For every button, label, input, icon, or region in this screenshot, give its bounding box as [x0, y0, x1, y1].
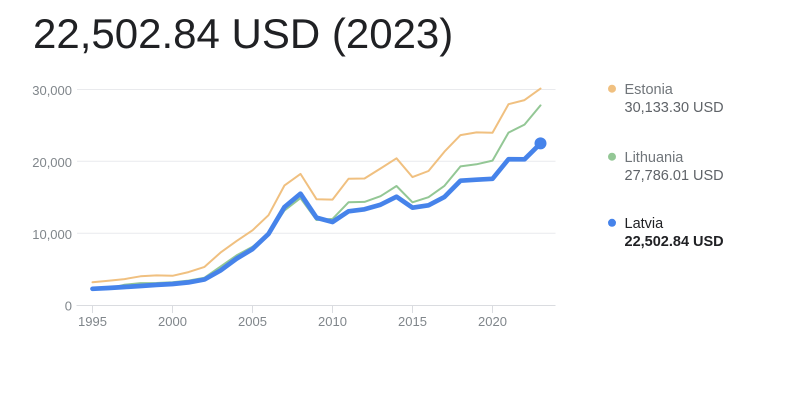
svg-text:2005: 2005 — [238, 314, 267, 329]
svg-text:22,502.84 USD: 22,502.84 USD — [625, 234, 724, 250]
svg-text:Estonia: Estonia — [625, 82, 674, 98]
svg-text:30,000: 30,000 — [32, 83, 72, 98]
svg-text:30,133.30 USD: 30,133.30 USD — [625, 100, 724, 116]
svg-text:2000: 2000 — [158, 314, 187, 329]
svg-text:2020: 2020 — [478, 314, 507, 329]
svg-text:10,000: 10,000 — [32, 227, 72, 242]
svg-text:Lithuania: Lithuania — [625, 150, 685, 166]
svg-text:20,000: 20,000 — [32, 155, 72, 170]
svg-text:2015: 2015 — [398, 314, 427, 329]
svg-text:Latvia: Latvia — [625, 216, 665, 232]
svg-text:1995: 1995 — [78, 314, 107, 329]
svg-text:2010: 2010 — [318, 314, 347, 329]
svg-text:0: 0 — [65, 299, 72, 314]
svg-text:27,786.01 USD: 27,786.01 USD — [625, 168, 724, 184]
